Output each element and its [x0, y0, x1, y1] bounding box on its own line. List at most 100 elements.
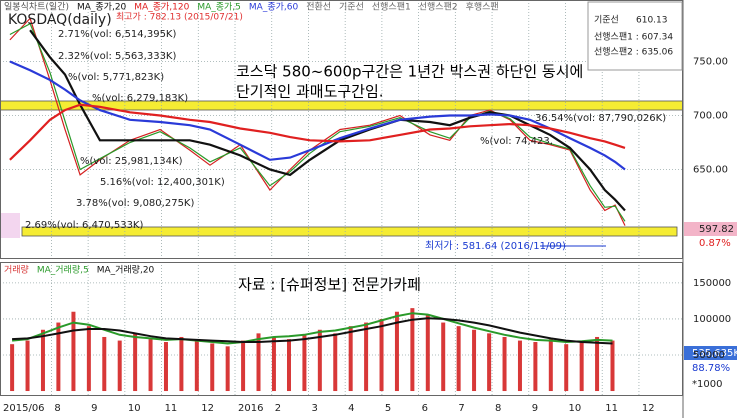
volume-bar: [286, 339, 291, 392]
x-tick-label: 9: [532, 403, 538, 414]
volume-bar: [317, 329, 322, 392]
info-text: 610.13: [636, 16, 668, 26]
volume-bar: [564, 344, 569, 392]
x-tick-label: 10: [128, 403, 141, 414]
ma-line: [9, 22, 626, 222]
last-price: 597.82: [699, 224, 734, 235]
annotation: 2.71%(vol: 6,514,395K): [58, 29, 176, 40]
ma-line: [9, 103, 626, 161]
highlight-box: [0, 213, 20, 238]
legend-entry: MA_종가,5: [197, 2, 241, 13]
legend-entry: MA_종가,20: [77, 2, 127, 13]
legend-entry: 거래량: [4, 264, 29, 276]
volume-bar: [548, 339, 553, 392]
x-tick-label: 10: [568, 403, 581, 414]
x-tick-label: 11: [165, 403, 178, 414]
volume-bar: [533, 342, 538, 392]
info-text: 선행스팬2 : 635.06: [594, 46, 673, 58]
info-box: [587, 1, 683, 71]
y-tick-label: 150000: [693, 278, 731, 289]
legend-entry: MA_종가,120: [134, 2, 189, 13]
last-volume-box: [684, 346, 737, 360]
volume-bar: [179, 336, 184, 392]
legend-entry: 전환선: [306, 1, 331, 13]
x-tick-label: 2015/06: [3, 403, 45, 414]
x-tick-label: 9: [91, 403, 97, 414]
comment: 단기적인 과매도구간임.: [236, 83, 384, 101]
volume-ma-line: [12, 317, 613, 345]
volume-bar: [194, 340, 199, 392]
annotation: 3.78%(vol: 9,080,275K): [76, 198, 194, 209]
legend-entry: 선행스팬1: [372, 1, 411, 13]
annotation: %(vol: 74,423,: [480, 136, 553, 147]
volume-bar: [133, 333, 138, 392]
volume-bar: [102, 336, 107, 392]
volume-bar: [148, 339, 153, 392]
volume-bar: [425, 315, 430, 392]
info-text: 선행스팬1 : 607.34: [594, 31, 673, 43]
volume-bar: [256, 333, 261, 392]
source-note: 자료 : [슈퍼정보] 전문가카페: [238, 276, 421, 294]
x-tick-label: 11: [605, 403, 618, 414]
volume-bar: [10, 344, 15, 392]
x-tick-label: 8: [54, 403, 60, 414]
x-tick-label: 8: [495, 403, 501, 414]
y-tick-label: 100000: [693, 314, 731, 325]
volume-bar: [487, 333, 492, 392]
volume-rate: 88.78%: [692, 363, 730, 374]
volume-bar: [456, 326, 461, 392]
volume-bar: [117, 340, 122, 392]
x-tick-label: 5: [385, 403, 391, 414]
volume-bar: [348, 326, 353, 392]
annotation: 최고가 : 782.13 (2015/07/21): [116, 12, 243, 23]
comment: 코스닥 580~600p구간은 1년간 박스권 하단인 동시에: [236, 63, 583, 81]
last-price-box: [684, 222, 737, 236]
ma-line: [29, 29, 626, 212]
volume-bar: [595, 336, 600, 392]
legend-entry: MA_거래량,20: [97, 264, 155, 276]
annotation: 5.16%(vol: 12,400,301K): [100, 177, 225, 188]
volume-bar: [241, 340, 246, 392]
x-tick-label: 12: [642, 403, 655, 414]
legend-entry: 선행스팬2: [419, 1, 458, 13]
y-tick-label: 650.00: [693, 164, 728, 175]
annotation: 최저가 : 581.64 (2016/11/09): [425, 240, 566, 252]
x-tick-label: 6: [422, 403, 428, 414]
volume-bar: [364, 322, 369, 392]
y-tick-label: 750.00: [693, 57, 728, 68]
legend-entry: MA_거래량,5: [37, 264, 89, 276]
volume-bar: [225, 346, 230, 392]
x-tick-label: 12: [201, 403, 214, 414]
price-layer: [0, 0, 683, 395]
volume-bar: [271, 336, 276, 392]
volume-bar: [610, 340, 615, 392]
volume-bar: [379, 318, 384, 392]
annotation: 2.32%(vol: 5,563,333K): [58, 51, 176, 62]
annotation: %(vol: 6,279,183K): [92, 93, 188, 104]
volume-bar: [302, 334, 307, 392]
volume-bar: [86, 326, 91, 392]
volume-bar: [40, 329, 45, 392]
volume-unit: *1000: [692, 379, 722, 390]
annotation: %(vol: 25,981,134K): [80, 156, 183, 167]
annotation: 36.54%(vol: 87,790,026K): [535, 113, 666, 124]
volume-bar: [163, 342, 168, 392]
box-range-bottom: [21, 226, 678, 237]
legend-entry: 기준선: [339, 2, 364, 13]
volume-bar: [441, 322, 446, 392]
volume-bar: [579, 340, 584, 392]
volume-bar: [25, 340, 30, 392]
legend-entry: MA_종가,60: [249, 2, 299, 13]
chart-title: KOSDAQ(daily): [8, 12, 112, 28]
x-tick-label: 2016: [238, 403, 263, 414]
volume-bar: [517, 340, 522, 392]
volume-bar: [502, 336, 507, 392]
x-tick-label: 2: [275, 403, 281, 414]
volume-bar: [410, 308, 415, 392]
info-text: 기준선: [594, 15, 619, 26]
volume-bar: [56, 322, 61, 392]
volume-ma-line: [12, 312, 613, 345]
x-tick-label: 3: [311, 403, 317, 414]
annotation: %(vol: 5,771,823K): [68, 72, 164, 83]
last-volume: 535,635K: [692, 348, 737, 359]
